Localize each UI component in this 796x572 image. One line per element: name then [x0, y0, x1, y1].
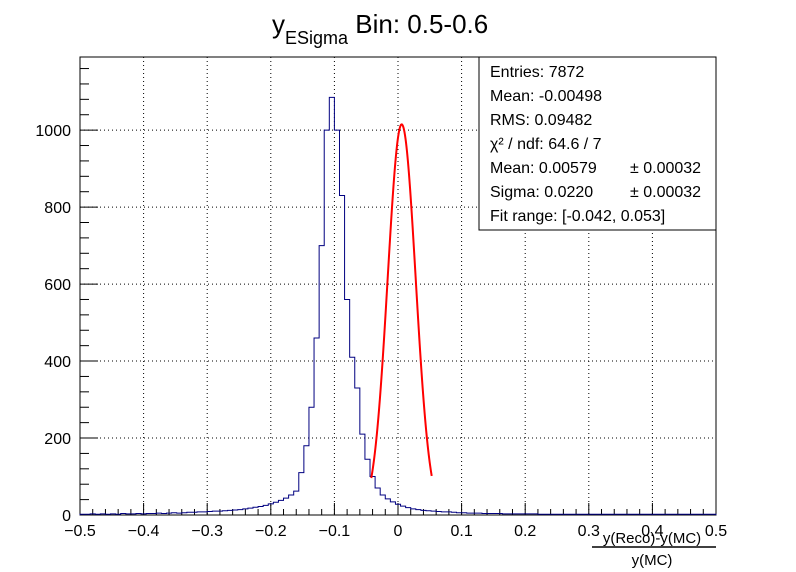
x-tick-label: 0.4: [641, 523, 663, 540]
title-main: y: [272, 9, 285, 39]
x-tick-label: −0.3: [191, 523, 223, 540]
stats-box-frame: [478, 56, 717, 231]
x-axis-label-denominator: y(MC): [632, 552, 673, 569]
x-tick-label: 0.2: [514, 523, 536, 540]
x-tick-label: 0.3: [578, 523, 600, 540]
y-tick-label: 0: [62, 508, 71, 525]
y-tick-label: 1000: [35, 123, 71, 140]
stats-fit-range: Fit range: [-0.042, 0.053]: [490, 208, 665, 225]
y-tick-label: 400: [44, 354, 71, 371]
stats-mean: Mean: -0.00498: [490, 88, 602, 105]
y-axis: 0 200 400 600 800 1000: [35, 68, 98, 525]
stats-chi2: χ² / ndf: 64.6 / 7: [490, 136, 602, 153]
title-rest: Bin: 0.5-0.6: [348, 9, 488, 39]
y-tick-label: 200: [44, 431, 71, 448]
stats-fit-sigma: Sigma: 0.0220: [490, 184, 593, 201]
stats-rms: RMS: 0.09482: [490, 112, 592, 129]
chart-title: yESigma Bin: 0.5-0.6: [272, 9, 488, 48]
stats-fit-sigma-err: ± 0.00032: [630, 184, 701, 201]
title-subscript: ESigma: [285, 28, 349, 48]
x-tick-label: −0.1: [319, 523, 351, 540]
stats-box: Entries: 7872 Mean: -0.00498 RMS: 0.0948…: [478, 56, 717, 231]
stats-entries: Entries: 7872: [490, 64, 584, 81]
histogram: [79, 96, 717, 515]
x-tick-label: −0.2: [255, 523, 287, 540]
stats-fit-mean-err: ± 0.00032: [630, 160, 701, 177]
histogram-outline: [79, 96, 717, 515]
x-tick-label: −0.5: [64, 523, 96, 540]
y-tick-label: 600: [44, 277, 71, 294]
x-axis-label-numerator: y(Reco)-y(MC): [603, 530, 701, 547]
gaussian-fit: [370, 123, 433, 479]
x-tick-label: −0.4: [128, 523, 160, 540]
x-axis: −0.5 −0.4 −0.3 −0.2 −0.1 0 0.1 0.2 0.3 0.4 0.5: [64, 503, 727, 540]
stats-fit-mean: Mean: 0.00579: [490, 160, 597, 177]
fit-curve: [370, 123, 433, 479]
y-tick-label: 800: [44, 200, 71, 217]
x-tick-label: 0.1: [450, 523, 472, 540]
x-tick-label: 0.5: [705, 523, 727, 540]
x-tick-label: 0: [394, 523, 403, 540]
